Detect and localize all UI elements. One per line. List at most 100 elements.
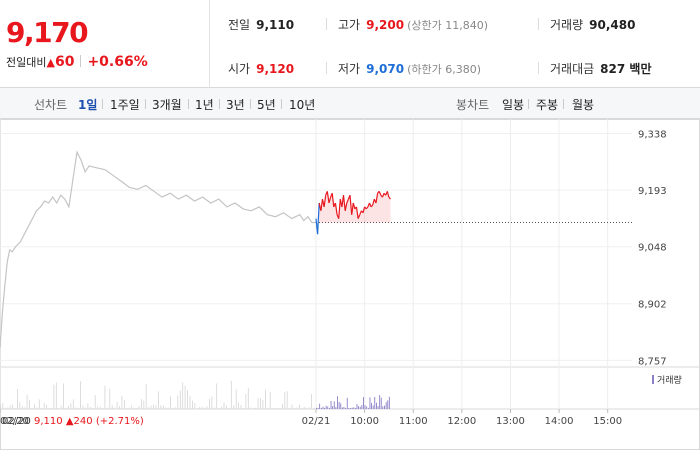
volume-bar: [364, 405, 366, 409]
tab-5y[interactable]: 5년: [257, 98, 276, 112]
current-price: 9,170: [6, 16, 89, 49]
volume-bar: [289, 407, 291, 409]
series-line-prev-day: [0, 150, 316, 348]
stat-label: 저가: [338, 62, 361, 76]
tab-3y[interactable]: 3년: [226, 98, 245, 112]
volume-bar: [111, 405, 113, 409]
volume-bar: [327, 406, 329, 409]
volume-bar: [92, 407, 94, 409]
stat-label: 거래대금: [550, 62, 595, 76]
y-tick-label: 8,902: [638, 300, 667, 311]
volume-bar: [158, 391, 159, 409]
price-box: 9,170 전일대비▲60 +0.66%: [0, 0, 210, 88]
tab-1y[interactable]: 1년: [195, 98, 214, 112]
volume-bar: [379, 395, 381, 409]
volume-bar: [346, 397, 348, 409]
series-segment-today: [365, 206, 369, 210]
tab-1w[interactable]: 1주일: [110, 98, 140, 112]
line-chart-label: 선차트: [34, 98, 68, 112]
change-percent: +0.66%: [87, 54, 148, 70]
volume-bar: [274, 408, 276, 409]
volume-bar: [211, 396, 213, 409]
volume-bar: [387, 400, 389, 409]
volume-bar: [345, 408, 347, 409]
chart-frame: [0, 119, 700, 450]
volume-bar: [343, 406, 345, 409]
volume-bar: [70, 403, 72, 409]
tab-3m[interactable]: 3개월: [152, 98, 182, 112]
volume-bar: [228, 408, 230, 409]
volume-bar: [257, 398, 259, 409]
volume-bar: [369, 397, 371, 409]
tab-1d[interactable]: 1일: [78, 98, 98, 112]
divider: [102, 99, 103, 109]
volume-bar: [252, 408, 254, 409]
x-tick-label: 02/20: [0, 416, 29, 427]
volume-bar: [155, 405, 157, 409]
volume-bar: [313, 407, 315, 409]
volume-bar: [316, 407, 317, 409]
volume-bar: [291, 404, 293, 409]
prev-day-percent: (+2.71%): [95, 416, 144, 427]
tab-monthly[interactable]: 월봉: [572, 98, 595, 112]
quote-summary: 9,170 전일대비▲60 +0.66% 전일 9,110 시가 9,120 고가 9,…: [0, 0, 700, 88]
series-segment-today: [320, 199, 324, 211]
tab-daily[interactable]: 일봉: [502, 98, 525, 112]
volume-bar: [199, 407, 201, 409]
change-row: 전일대비▲60 +0.66%: [6, 54, 148, 70]
stat-value: 827 백만: [600, 62, 652, 76]
volume-bar: [187, 390, 188, 409]
series-segment-today: [370, 204, 374, 208]
volume-bar: [367, 407, 369, 409]
volume-bar: [348, 408, 350, 409]
tab-weekly[interactable]: 주봉: [536, 98, 559, 112]
volume-bar: [206, 406, 208, 409]
volume-bar: [136, 408, 137, 409]
volume-bar: [179, 390, 181, 409]
x-tick-label: 14:00: [545, 416, 574, 427]
volume-bar: [172, 407, 174, 409]
volume-bar: [124, 400, 125, 409]
volume-bar: [294, 408, 295, 409]
volume-bar: [131, 405, 133, 409]
stat-prev-close: 전일 9,110: [228, 16, 294, 33]
y-tick-label: 9,048: [638, 243, 667, 254]
stat-value: 9,070: [366, 62, 405, 76]
prev-day-info: 02/20 9,110 ▲240 (+2.71%): [2, 416, 144, 427]
volume-bar: [260, 398, 261, 409]
volume-bar: [235, 389, 237, 409]
volume-bar: [325, 405, 327, 409]
volume-bar: [58, 408, 60, 409]
series-segment-today: [328, 196, 332, 204]
volume-bar: [243, 407, 244, 409]
volume-bar: [29, 400, 30, 409]
volume-bar: [184, 385, 186, 409]
stat-low: 저가 9,070 (하한가 6,380): [338, 60, 481, 77]
volume-bar: [80, 381, 81, 409]
volume-bar: [282, 403, 283, 409]
stat-label: 고가: [338, 18, 361, 32]
divider: [188, 99, 189, 109]
volume-bar: [196, 408, 198, 409]
volume-bar: [128, 407, 130, 409]
tab-10y[interactable]: 10년: [289, 98, 316, 112]
volume-bar: [388, 396, 390, 409]
volume-bar: [87, 403, 89, 409]
volume-bar: [221, 406, 222, 409]
volume-bar: [2, 403, 4, 409]
volume-bar: [119, 406, 120, 409]
series-segment-today: [338, 199, 341, 219]
volume-bar: [311, 394, 312, 409]
stat-open: 시가 9,120: [228, 60, 294, 77]
volume-bar: [359, 406, 361, 409]
stat-label: 거래량: [550, 18, 584, 32]
divider: [145, 99, 146, 109]
volume-bar: [226, 405, 227, 409]
volume-bar: [303, 406, 305, 409]
series-segment-today: [375, 193, 379, 204]
volume-bar: [138, 406, 140, 409]
x-tick-label: 10:00: [350, 416, 379, 427]
volume-bar: [380, 397, 382, 409]
volume-bar: [9, 405, 11, 409]
volume-bar: [46, 404, 47, 409]
